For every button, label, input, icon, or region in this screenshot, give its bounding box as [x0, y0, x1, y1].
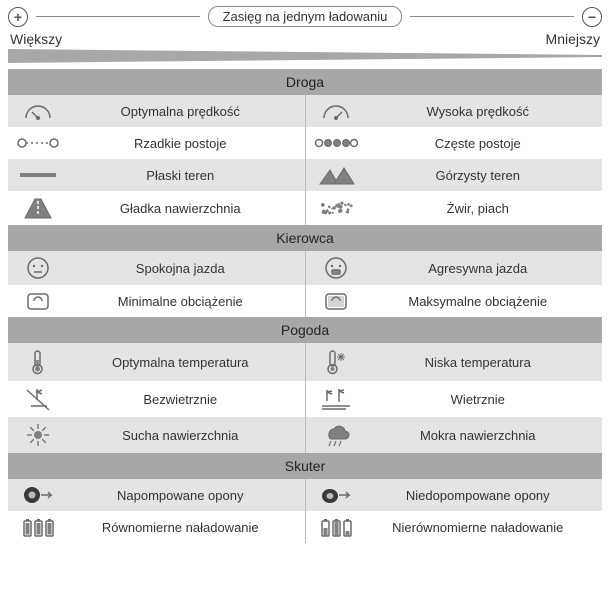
- cell-label: Rzadkie postoje: [62, 136, 299, 151]
- cell-label: Optymalna temperatura: [62, 355, 299, 370]
- scale-light-icon: [14, 290, 62, 312]
- infographic: + Zasięg na jednym ładowaniu − Większy M…: [0, 0, 610, 549]
- comparison-row: Płaski teren Górzysty teren: [8, 159, 602, 191]
- comparison-row: Bezwietrznie Wietrznie: [8, 381, 602, 417]
- cell-label: Żwir, piach: [360, 201, 597, 216]
- cell-right: Agresywna jazda: [306, 251, 603, 285]
- comparison-row: Minimalne obciążenie Maksymalne obciążeni…: [8, 285, 602, 317]
- batteries-even-icon: [14, 516, 62, 538]
- plus-sign: +: [8, 7, 28, 27]
- stops-many-icon: [312, 137, 360, 149]
- cell-label: Optymalna prędkość: [62, 104, 299, 119]
- cell-right: Żwir, piach: [306, 191, 603, 225]
- cell-right: Niska temperatura: [306, 343, 603, 381]
- cell-right: Górzysty teren: [306, 159, 603, 191]
- mountains-icon: [312, 164, 360, 186]
- cell-label: Maksymalne obciążenie: [360, 294, 597, 309]
- header-row: + Zasięg na jednym ładowaniu −: [8, 6, 602, 27]
- gravel-icon: [312, 199, 360, 217]
- flat-terrain-icon: [14, 170, 62, 180]
- cell-right: Wietrznie: [306, 381, 603, 417]
- wedge-bar: [8, 49, 602, 63]
- cell-label: Mokra nawierzchnia: [360, 428, 597, 443]
- comparison-row: Optymalna temperatura Niska temperatura: [8, 343, 602, 381]
- minus-sign: −: [582, 7, 602, 27]
- cell-left: Optymalna temperatura: [8, 343, 306, 381]
- thermo-cold-icon: [312, 348, 360, 376]
- cell-label: Wietrznie: [360, 392, 597, 407]
- cell-left: Spokojna jazda: [8, 251, 306, 285]
- comparison-row: Spokojna jazda Agresywna jazda: [8, 251, 602, 285]
- cell-label: Spokojna jazda: [62, 261, 299, 276]
- cell-label: Minimalne obciążenie: [62, 294, 299, 309]
- comparison-row: Napompowane opony Niedopompowane opony: [8, 479, 602, 511]
- sun-icon: [14, 422, 62, 448]
- cell-label: Wysoka prędkość: [360, 104, 597, 119]
- speedometer-low-icon: [14, 100, 62, 122]
- header-line-right: [410, 16, 574, 17]
- batteries-uneven-icon: [312, 516, 360, 538]
- comparison-row: Sucha nawierzchnia Mokra nawierzchnia: [8, 417, 602, 453]
- cell-right: Nierównomierne naładowanie: [306, 511, 603, 543]
- scale-left: Większy: [10, 31, 62, 47]
- wind-icon: [312, 386, 360, 412]
- cell-left: Napompowane opony: [8, 479, 306, 511]
- comparison-row: Gładka nawierzchnia Żwir, piach: [8, 191, 602, 225]
- scale-right: Mniejszy: [546, 31, 600, 47]
- section-header: Pogoda: [8, 317, 602, 343]
- cell-label: Sucha nawierzchnia: [62, 428, 299, 443]
- comparison-row: Równomierne naładowanie Nierównomierne na…: [8, 511, 602, 543]
- header-line-left: [36, 16, 200, 17]
- cell-right: Wysoka prędkość: [306, 95, 603, 127]
- cell-label: Napompowane opony: [62, 488, 299, 503]
- road-smooth-icon: [14, 196, 62, 220]
- thermo-optimal-icon: [14, 348, 62, 376]
- face-calm-icon: [14, 256, 62, 280]
- scale-labels: Większy Mniejszy: [8, 31, 602, 47]
- cell-label: Niska temperatura: [360, 355, 597, 370]
- cell-left: Równomierne naładowanie: [8, 511, 306, 543]
- cell-left: Sucha nawierzchnia: [8, 417, 306, 453]
- cell-label: Górzysty teren: [360, 168, 597, 183]
- cell-label: Bezwietrznie: [62, 392, 299, 407]
- cell-right: Maksymalne obciążenie: [306, 285, 603, 317]
- section-header: Kierowca: [8, 225, 602, 251]
- no-wind-icon: [14, 386, 62, 412]
- cell-label: Niedopompowane opony: [360, 488, 597, 503]
- scale-heavy-icon: [312, 290, 360, 312]
- rain-icon: [312, 422, 360, 448]
- cell-label: Równomierne naładowanie: [62, 520, 299, 535]
- cell-left: Minimalne obciążenie: [8, 285, 306, 317]
- cell-label: Płaski teren: [62, 168, 299, 183]
- speedometer-high-icon: [312, 100, 360, 122]
- stops-few-icon: [14, 137, 62, 149]
- cell-label: Nierównomierne naładowanie: [360, 520, 597, 535]
- cell-left: Gładka nawierzchnia: [8, 191, 306, 225]
- face-tense-icon: [312, 256, 360, 280]
- comparison-row: Rzadkie postoje Częste postoje: [8, 127, 602, 159]
- header-title: Zasięg na jednym ładowaniu: [208, 6, 403, 27]
- cell-left: Optymalna prędkość: [8, 95, 306, 127]
- cell-right: Niedopompowane opony: [306, 479, 603, 511]
- cell-left: Bezwietrznie: [8, 381, 306, 417]
- cell-label: Agresywna jazda: [360, 261, 597, 276]
- tire-full-icon: [14, 484, 62, 506]
- cell-label: Częste postoje: [360, 136, 597, 151]
- section-header: Droga: [8, 69, 602, 95]
- cell-left: Rzadkie postoje: [8, 127, 306, 159]
- cell-right: Mokra nawierzchnia: [306, 417, 603, 453]
- cell-label: Gładka nawierzchnia: [62, 201, 299, 216]
- section-header: Skuter: [8, 453, 602, 479]
- sections-container: Droga Optymalna prędkość Wysoka prędkość Rz…: [8, 69, 602, 543]
- cell-right: Częste postoje: [306, 127, 603, 159]
- cell-left: Płaski teren: [8, 159, 306, 191]
- comparison-row: Optymalna prędkość Wysoka prędkość: [8, 95, 602, 127]
- tire-low-icon: [312, 484, 360, 506]
